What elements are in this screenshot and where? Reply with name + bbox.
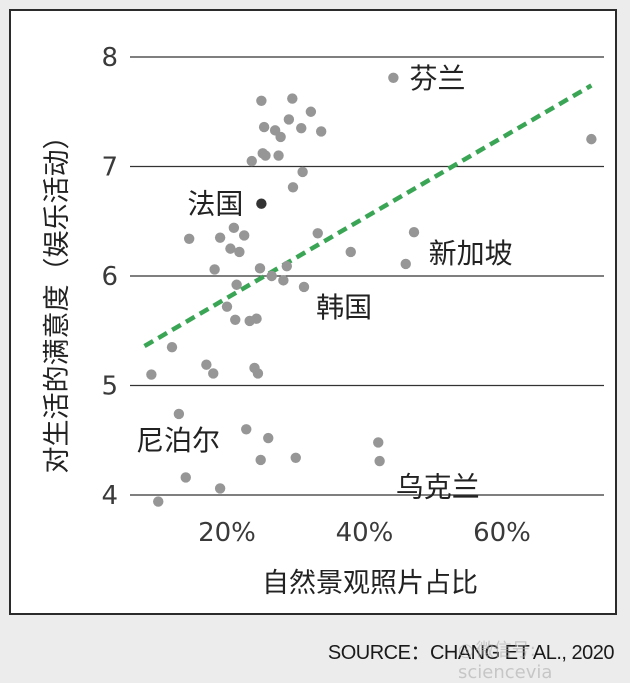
data-point-20: [246, 155, 257, 167]
data-point-41: [296, 122, 307, 134]
data-point-0: [146, 369, 157, 380]
data-point-11: [221, 301, 233, 312]
data-point-35: [278, 275, 289, 286]
annotation-label-5: 乌克兰: [396, 470, 480, 503]
y-tick-label-6: 6: [101, 262, 118, 292]
y-tick-label-4: 4: [101, 481, 118, 511]
x-tick-label-1: 40%: [336, 518, 394, 548]
data-point-1: [153, 496, 164, 507]
data-point-12: [225, 243, 236, 254]
y-axis-label: 对生活的满意度（娱乐活动）: [42, 123, 73, 474]
y-tick-label-8: 8: [101, 43, 118, 73]
data-point-22: [251, 313, 262, 324]
annotation-label-1: 法国: [187, 188, 243, 221]
data-point-50: [388, 72, 399, 84]
annotation-label-4: 尼泊尔: [136, 424, 220, 457]
data-point-36: [281, 260, 293, 272]
data-point-28: [258, 121, 270, 133]
data-point-18: [241, 424, 252, 435]
data-point-23: [252, 368, 264, 379]
y-tick-label-7: 7: [101, 153, 118, 183]
trendline-layer: [143, 83, 593, 349]
data-point-48: [373, 437, 384, 448]
data-point-26: [256, 95, 267, 107]
data-point-39: [287, 182, 299, 193]
annotation-label-2: 新加坡: [429, 237, 513, 270]
data-point-43: [298, 281, 310, 293]
data-point-42: [297, 166, 308, 178]
watermark: ◎ 微信号: sciencevia: [458, 636, 630, 683]
gridlines: 4 5 6 7 8 20% 40% 60%: [101, 43, 604, 548]
data-point-4: [180, 472, 191, 483]
data-point-5: [183, 233, 195, 244]
annotation-label-3: 韩国: [316, 291, 372, 324]
x-axis-label: 自然景观照片占比: [262, 568, 478, 599]
data-point-53: [586, 133, 597, 145]
points-layer: [146, 72, 597, 507]
source-text: SOURCE：CHANG ET AL., 2020: [327, 642, 615, 664]
trendline: [143, 83, 593, 349]
data-point-31: [266, 270, 277, 282]
data-point-3: [173, 408, 185, 420]
annotation-label-0: 芬兰: [409, 62, 465, 95]
data-point-25: [255, 454, 266, 466]
data-point-33: [273, 150, 284, 161]
data-point-13: [228, 222, 240, 234]
data-point-51: [400, 258, 411, 270]
data-point-6: [201, 359, 212, 370]
data-point-52: [408, 227, 420, 238]
data-point-29: [260, 150, 271, 161]
data-point-15: [231, 279, 242, 290]
data-point-8: [209, 264, 220, 275]
data-point-37: [283, 114, 295, 125]
data-point-9: [214, 232, 226, 243]
data-point-24: [254, 263, 266, 274]
data-point-34: [275, 131, 286, 143]
x-tick-label-2: 60%: [473, 518, 531, 548]
data-point-47: [345, 246, 356, 258]
source-credit: SOURCE：CHANG ET AL., 2020: [327, 636, 615, 665]
data-point-38: [287, 93, 298, 104]
data-point-17: [238, 230, 250, 241]
data-point-40: [290, 452, 301, 463]
highlight-point-0: [256, 198, 267, 209]
data-point-46: [315, 126, 327, 137]
wechat-icon: ◎: [458, 640, 474, 661]
data-point-49: [374, 455, 385, 467]
y-tick-label-5: 5: [101, 372, 118, 402]
data-point-2: [166, 341, 178, 353]
data-point-44: [305, 106, 317, 117]
data-point-45: [312, 228, 323, 239]
data-point-10: [214, 483, 226, 494]
data-point-16: [234, 246, 245, 258]
data-point-14: [230, 314, 241, 325]
data-point-30: [263, 432, 274, 444]
data-point-7: [208, 368, 219, 379]
x-tick-label-0: 20%: [198, 518, 256, 548]
